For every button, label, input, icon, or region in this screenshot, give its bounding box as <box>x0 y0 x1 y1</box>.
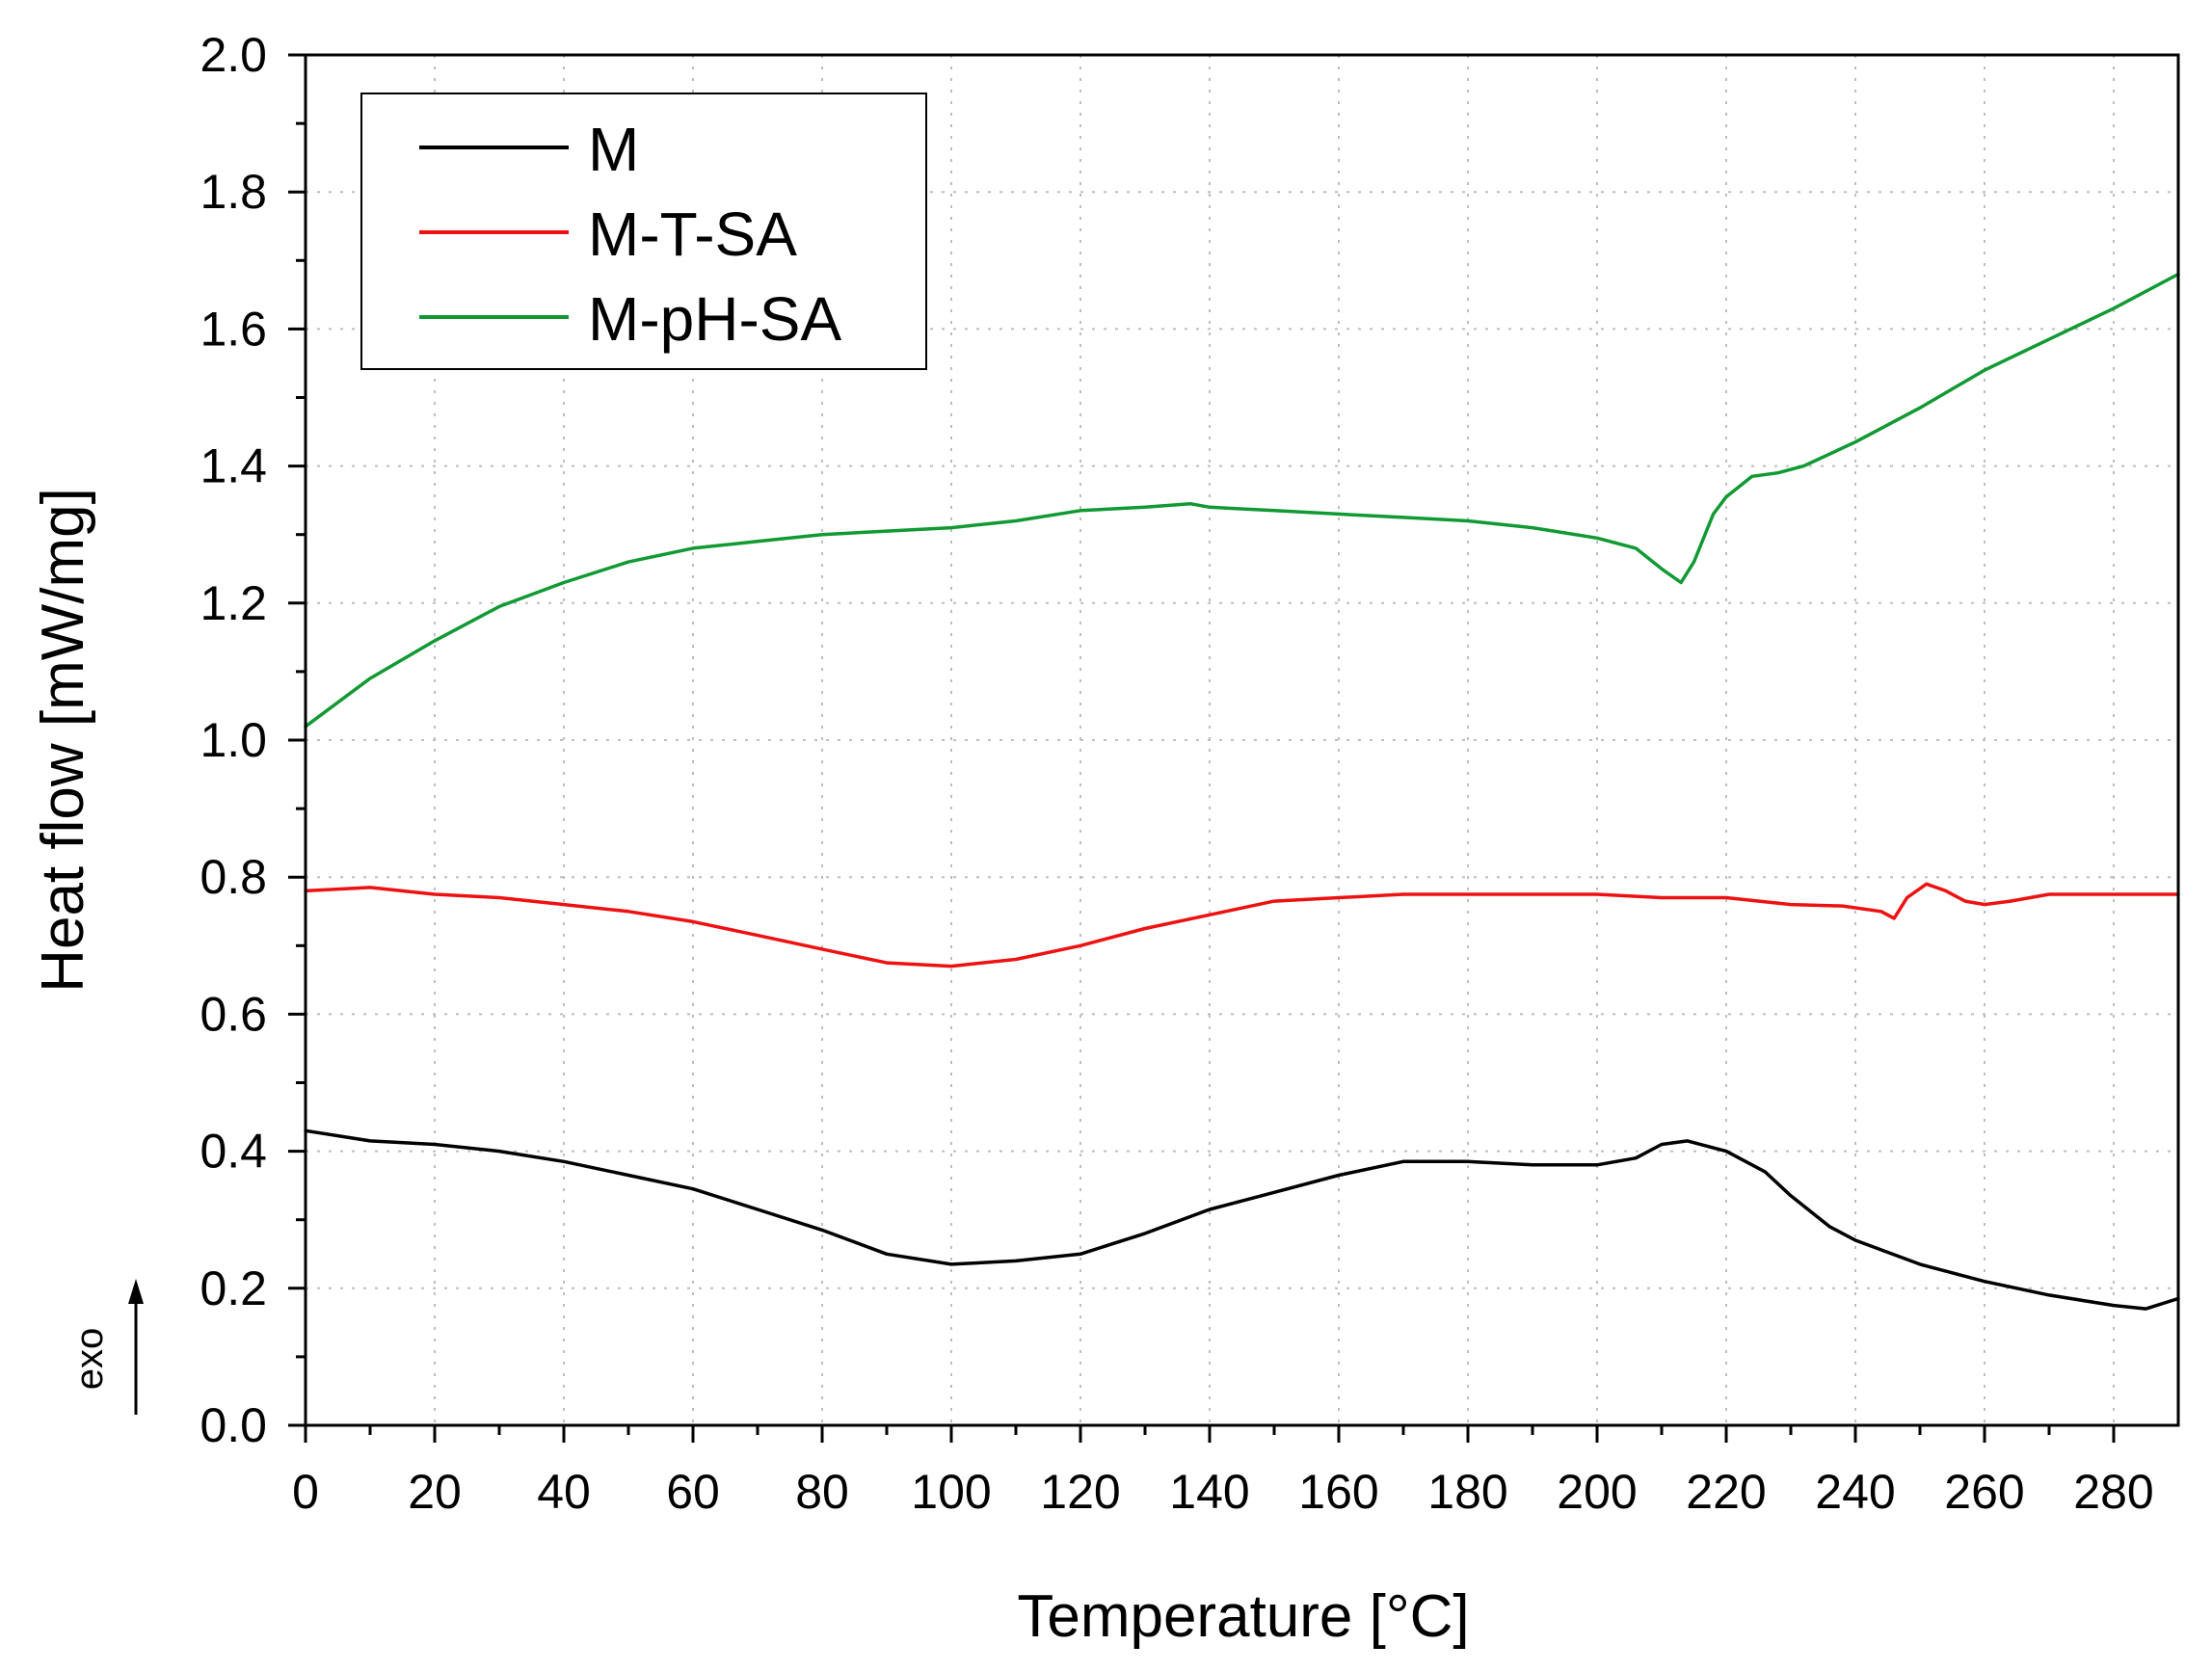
grid <box>306 55 2178 1425</box>
y-tick-label: 0.8 <box>200 850 267 904</box>
x-tick-label: 160 <box>1298 1465 1378 1519</box>
y-axis-title: Heat flow [mW/mg] <box>30 488 96 993</box>
y-tick-label: 0.4 <box>200 1125 267 1179</box>
x-tick-label: 40 <box>537 1465 591 1519</box>
y-tick-label: 0.6 <box>200 987 267 1041</box>
y-tick-label: 1.4 <box>200 439 267 493</box>
y-tick-label: 2.0 <box>200 28 267 82</box>
y-tick-label: 0.2 <box>200 1261 267 1315</box>
x-tick-label: 260 <box>1944 1465 2024 1519</box>
x-tick-label: 240 <box>1815 1465 1895 1519</box>
x-tick-label: 180 <box>1427 1465 1507 1519</box>
legend-label-m-ph-sa: M-pH-SA <box>588 284 841 354</box>
y-tick-label: 1.6 <box>200 302 267 356</box>
y-tick-label: 1.2 <box>200 576 267 630</box>
axis-ticks <box>288 53 2116 1443</box>
series-line-m <box>304 1128 2180 1311</box>
x-tick-label: 20 <box>408 1465 462 1519</box>
series-line-m-t-sa <box>304 882 2180 969</box>
x-tick-labels: 0 20 40 60 80 100 120 140 160 180 200 220 240 260 280 <box>292 1465 2154 1519</box>
x-tick-label: 280 <box>2073 1465 2153 1519</box>
x-tick-label: 60 <box>666 1465 720 1519</box>
series-lines <box>304 272 2180 1311</box>
y-tick-label: 1.8 <box>200 165 267 219</box>
x-tick-label: 0 <box>292 1465 319 1519</box>
exo-arrow-head <box>128 1279 144 1304</box>
legend-label-m-t-sa: M-T-SA <box>588 199 797 269</box>
x-tick-label: 100 <box>911 1465 991 1519</box>
x-tick-label: 140 <box>1169 1465 1249 1519</box>
legend: M M-T-SA M-pH-SA <box>360 93 927 370</box>
exo-indicator: exo <box>68 1279 144 1415</box>
series-line-m-ph-sa <box>304 272 2180 729</box>
y-tick-labels: 0.0 0.2 0.4 0.6 0.8 1.0 1.2 1.4 1.6 1.8 2.0 <box>200 28 267 1452</box>
x-tick-label: 200 <box>1557 1465 1637 1519</box>
x-tick-label: 80 <box>795 1465 849 1519</box>
x-tick-label: 220 <box>1686 1465 1766 1519</box>
x-axis-title: Temperature [°C] <box>1017 1583 1469 1650</box>
legend-label-m: M <box>588 115 639 184</box>
y-tick-label: 1.0 <box>200 713 267 767</box>
y-tick-label: 0.0 <box>200 1398 267 1452</box>
exo-label: exo <box>68 1328 111 1391</box>
x-tick-label: 120 <box>1040 1465 1120 1519</box>
